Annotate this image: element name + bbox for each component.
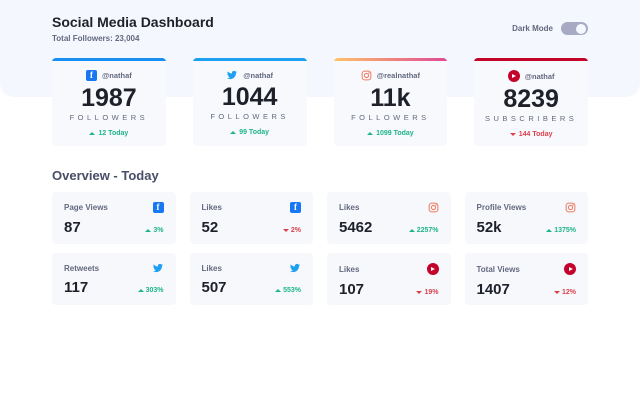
youtube-icon [564, 263, 576, 275]
dashboard-container: Social Media Dashboard Total Followers: … [52, 14, 588, 305]
percent-change: 3% [145, 227, 164, 234]
facebook-icon: f [152, 202, 164, 213]
arrow-icon [137, 289, 144, 292]
follower-label: FOLLOWERS [351, 113, 430, 123]
account-handle: @nathaf [101, 71, 132, 80]
header-titles: Social Media Dashboard Total Followers: … [52, 14, 214, 43]
dark-mode-control: Dark Mode [512, 22, 588, 35]
metric-value: 117 [64, 279, 89, 296]
overview-card-twitter-retweets[interactable]: Retweets 117 303% [52, 253, 176, 305]
overview-section-title: Overview - Today [52, 168, 159, 183]
youtube-icon [426, 263, 439, 275]
arrow-icon [89, 132, 96, 136]
overview-card-instagram-likes[interactable]: Likes 5462 2257% [327, 192, 451, 244]
percent-change: 19% [416, 289, 439, 296]
metric-label: Likes [201, 263, 222, 273]
page-title: Social Media Dashboard [52, 14, 214, 30]
arrow-icon [275, 289, 282, 292]
overview-card-twitter-likes[interactable]: Likes 507 553% [189, 253, 313, 305]
facebook-accent-bar [52, 58, 166, 61]
metric-value: 5462 [339, 219, 373, 236]
follower-card-instagram[interactable]: @realnathaf 11k FOLLOWERS 1099 Today [333, 58, 448, 146]
instagram-icon [565, 202, 576, 213]
youtube-accent-bar [474, 58, 588, 61]
arrow-icon [145, 229, 152, 232]
metric-label: Likes [201, 203, 222, 212]
follower-card-youtube[interactable]: @nathaf 8239 SUBSCRIBERS 144 Today [474, 58, 588, 146]
dark-mode-toggle[interactable] [561, 22, 588, 35]
toggle-knob [576, 23, 586, 34]
daily-change: 144 Today [474, 131, 588, 138]
follower-label: FOLLOWERS [210, 112, 289, 122]
percent-change: 553% [275, 287, 301, 294]
metric-value: 87 [64, 219, 81, 236]
metric-label: Retweets [64, 263, 100, 273]
metric-label: Profile Views [476, 203, 527, 212]
total-followers-text: Total Followers: 23,004 [52, 34, 140, 43]
follower-label: SUBSCRIBERS [484, 114, 578, 124]
twitter-accent-bar [192, 58, 307, 61]
instagram-accent-bar [333, 58, 448, 61]
percent-change: 12% [553, 289, 576, 296]
follower-count: 11k [370, 84, 411, 112]
follower-count: 1044 [221, 83, 278, 111]
daily-change: 1099 Today [334, 130, 448, 137]
follower-count: 1987 [81, 84, 137, 112]
dark-mode-label: Dark Mode [512, 24, 553, 33]
twitter-icon [152, 263, 164, 273]
account-handle: @realnathaf [376, 71, 420, 80]
arrow-icon [230, 131, 237, 135]
metric-label: Total Views [476, 264, 520, 274]
follower-label: FOLLOWERS [69, 113, 149, 123]
facebook-icon: f [85, 70, 97, 81]
metric-label: Likes [339, 264, 360, 274]
metric-value: 107 [339, 281, 365, 298]
instagram-icon [361, 70, 372, 81]
percent-change: 2% [282, 227, 301, 234]
metric-value: 1407 [476, 281, 510, 298]
metric-value: 52 [201, 219, 219, 236]
arrow-icon [408, 229, 415, 232]
overview-card-instagram-profile-views[interactable]: Profile Views 52k 1375% [464, 192, 588, 244]
account-handle: @nathaf [243, 70, 274, 80]
percent-change: 303% [137, 287, 164, 294]
account-handle: @nathaf [524, 71, 555, 81]
youtube-icon [507, 70, 520, 82]
percent-change: 2257% [408, 227, 439, 234]
arrow-icon [416, 291, 423, 294]
follower-count: 8239 [503, 85, 559, 113]
overview-card-youtube-total-views[interactable]: Total Views 1407 12% [464, 253, 588, 305]
facebook-icon: f [290, 202, 301, 213]
arrow-icon [553, 291, 560, 294]
arrow-icon [546, 229, 553, 232]
follower-card-twitter[interactable]: @nathaf 1044 FOLLOWERS 99 Today [192, 58, 307, 146]
overview-cards-grid: Page Views f 87 3% Likes f 52 2% [52, 192, 588, 305]
twitter-icon [289, 263, 301, 273]
daily-change: 12 Today [52, 130, 166, 137]
twitter-icon [226, 70, 238, 80]
metric-label: Likes [339, 203, 360, 212]
follower-cards-row: f @nathaf 1987 FOLLOWERS 12 Today @natha… [52, 58, 588, 146]
overview-card-facebook-page-views[interactable]: Page Views f 87 3% [52, 192, 176, 244]
arrow-icon [509, 133, 516, 137]
overview-card-youtube-likes[interactable]: Likes 107 19% [327, 253, 451, 305]
arrow-icon [367, 132, 374, 136]
follower-card-facebook[interactable]: f @nathaf 1987 FOLLOWERS 12 Today [52, 58, 166, 146]
metric-value: 52k [476, 219, 502, 236]
metric-value: 507 [201, 279, 227, 296]
metric-label: Page Views [64, 203, 108, 212]
overview-card-facebook-likes[interactable]: Likes f 52 2% [189, 192, 313, 244]
arrow-icon [282, 229, 289, 232]
header: Social Media Dashboard Total Followers: … [52, 14, 588, 43]
instagram-icon [428, 202, 439, 213]
percent-change: 1375% [546, 227, 576, 234]
daily-change: 99 Today [193, 129, 307, 136]
